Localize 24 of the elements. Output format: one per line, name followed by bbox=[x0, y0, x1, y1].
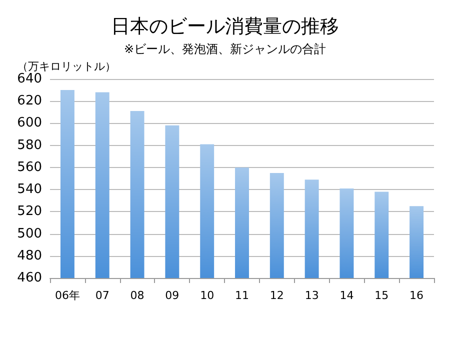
y-tick-label: 500 bbox=[17, 226, 42, 242]
x-tick-label: 16 bbox=[410, 289, 424, 302]
y-tick-label: 560 bbox=[17, 160, 42, 175]
y-tick-label: 460 bbox=[17, 270, 42, 286]
y-tick-label: 480 bbox=[17, 248, 42, 264]
y-tick-label: 540 bbox=[17, 182, 42, 198]
y-tick-label: 580 bbox=[17, 138, 42, 153]
y-axis-title: （万キロリットル） bbox=[17, 60, 116, 73]
x-tick-label: 08 bbox=[130, 289, 144, 302]
chart-title: 日本のビール消費量の推移 bbox=[111, 16, 339, 38]
x-tick-label: 10 bbox=[200, 289, 214, 302]
x-tick-label: 11 bbox=[235, 289, 249, 302]
x-tick-label: 12 bbox=[270, 289, 284, 302]
y-tick-label: 640 bbox=[17, 72, 42, 86]
x-tick-label: 06年 bbox=[54, 289, 80, 302]
x-tick-label: 14 bbox=[340, 289, 354, 302]
y-tick-label: 600 bbox=[17, 116, 42, 131]
chart-subtitle: ※ビール、発泡酒、新ジャンルの合計 bbox=[124, 42, 326, 56]
x-tick-label: 15 bbox=[374, 289, 389, 302]
y-tick-label: 520 bbox=[17, 204, 42, 220]
x-tick-label: 09 bbox=[165, 289, 180, 302]
x-tick-label: 07 bbox=[95, 289, 110, 302]
x-tick-label: 13 bbox=[304, 289, 319, 302]
y-tick-label: 620 bbox=[17, 94, 42, 109]
